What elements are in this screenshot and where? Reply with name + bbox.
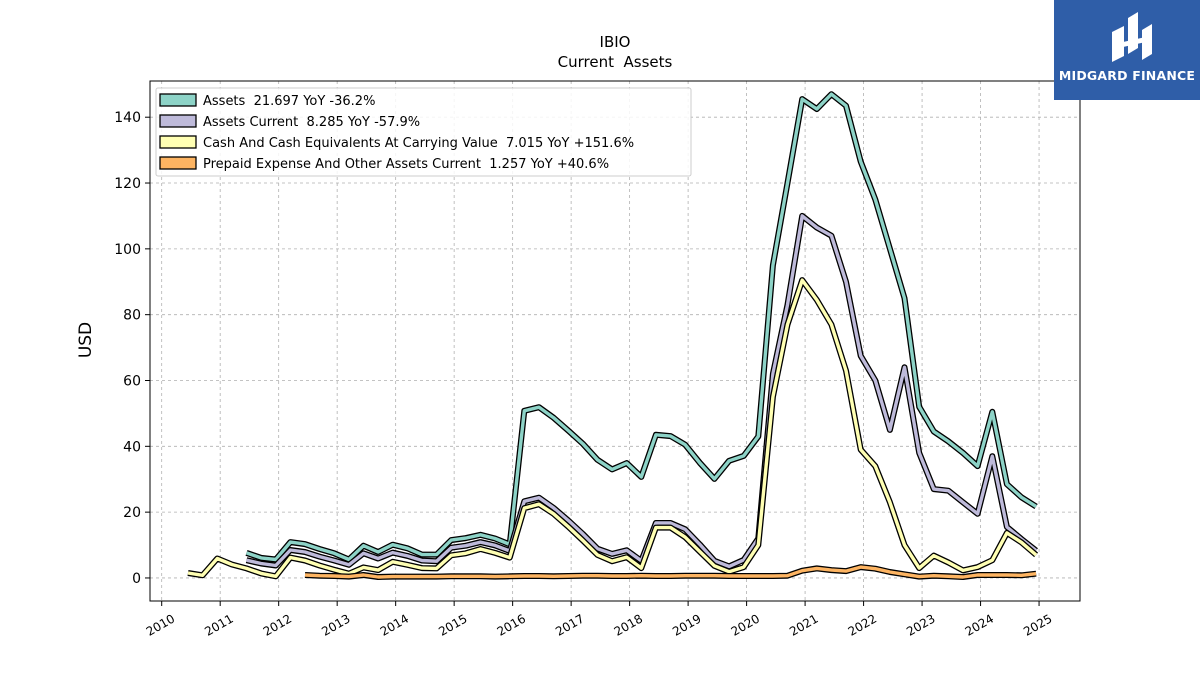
x-tick-label: 2024 bbox=[963, 611, 996, 638]
legend-swatch bbox=[159, 135, 197, 149]
y-tick-label: 120 bbox=[114, 176, 141, 192]
legend-label: Assets 21.697 YoY -36.2% bbox=[203, 94, 375, 109]
legend-box bbox=[155, 87, 692, 177]
x-tick-label: 2023 bbox=[904, 611, 937, 638]
y-tick-label: 60 bbox=[123, 373, 141, 389]
y-tick-label: 20 bbox=[123, 505, 141, 521]
x-tick-label: 2013 bbox=[319, 611, 352, 638]
x-tick-label: 2017 bbox=[553, 611, 586, 638]
series-prepaid-expense bbox=[304, 564, 1037, 580]
legend-item-assets-current: Assets Current 8.285 YoY -57.9% bbox=[159, 114, 420, 130]
y-tick-label: 140 bbox=[114, 110, 141, 126]
y-tick-label: 0 bbox=[132, 571, 141, 587]
legend-label: Prepaid Expense And Other Assets Current… bbox=[203, 157, 609, 172]
x-tick-label: 2025 bbox=[1021, 611, 1054, 638]
series-line bbox=[187, 278, 1038, 578]
y-axis-label: USD bbox=[76, 322, 96, 358]
x-tick-label: 2016 bbox=[495, 611, 528, 638]
brand-name: MIDGARD FINANCE bbox=[1058, 68, 1196, 83]
legend-label: Assets Current 8.285 YoY -57.9% bbox=[203, 115, 420, 130]
legend-swatch bbox=[159, 93, 197, 107]
x-tick-label: 2021 bbox=[787, 611, 820, 638]
legend-item-assets: Assets 21.697 YoY -36.2% bbox=[159, 93, 375, 109]
x-tick-label: 2019 bbox=[670, 611, 703, 638]
x-tick-label: 2022 bbox=[846, 611, 879, 638]
plot-frame bbox=[149, 80, 1081, 602]
series-assets bbox=[245, 91, 1038, 563]
brand-logo: MIDGARD FINANCE bbox=[1054, 0, 1200, 100]
legend-swatch bbox=[159, 156, 197, 170]
x-tick-label: 2018 bbox=[612, 611, 645, 638]
legend-item-prepaid: Prepaid Expense And Other Assets Current… bbox=[159, 156, 609, 172]
legend-item-cash: Cash And Cash Equivalents At Carrying Va… bbox=[159, 135, 634, 151]
x-tick-label: 2014 bbox=[378, 611, 411, 638]
chart-subtitle: Current Assets bbox=[558, 53, 673, 71]
x-tick-label: 2012 bbox=[261, 611, 294, 638]
legend: Assets 21.697 YoY -36.2% Assets Current … bbox=[155, 87, 692, 177]
y-tick-label: 40 bbox=[123, 439, 141, 455]
x-tick-label: 2015 bbox=[436, 611, 469, 638]
x-tick-label: 2011 bbox=[202, 611, 235, 638]
x-tick-label: 2010 bbox=[144, 611, 177, 638]
legend-swatch bbox=[159, 114, 197, 128]
y-tick-label: 100 bbox=[114, 242, 141, 258]
series-line bbox=[304, 565, 1037, 579]
x-tick-label: 2020 bbox=[729, 611, 762, 638]
series-line bbox=[245, 92, 1038, 562]
midgard-logo-icon bbox=[1112, 12, 1152, 62]
series-cash-and-cash-equivalents bbox=[187, 277, 1039, 580]
y-tick-label: 80 bbox=[123, 308, 141, 324]
legend-label: Cash And Cash Equivalents At Carrying Va… bbox=[203, 136, 634, 151]
chart-title: IBIO bbox=[600, 33, 631, 51]
series-layer bbox=[187, 91, 1039, 580]
